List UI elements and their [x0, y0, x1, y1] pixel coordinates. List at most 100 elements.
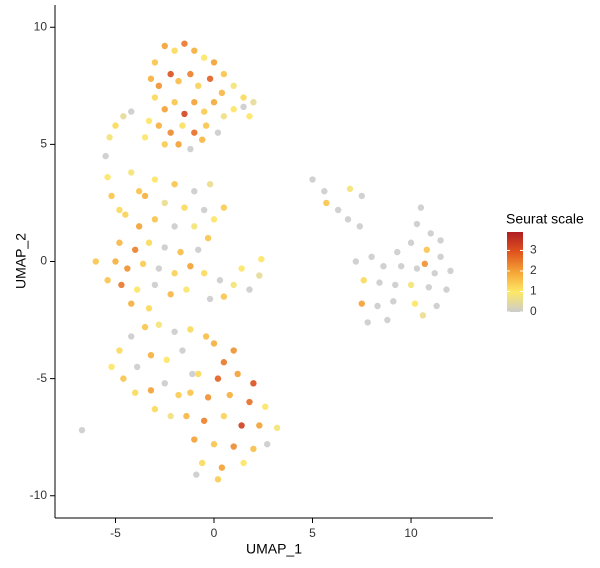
colorbar: [507, 232, 523, 312]
point: [309, 176, 316, 183]
point: [258, 255, 265, 263]
point: [116, 206, 123, 214]
point: [193, 471, 200, 478]
point: [104, 173, 111, 181]
point: [380, 262, 387, 270]
point: [179, 347, 186, 354]
point: [195, 82, 202, 90]
point: [407, 239, 415, 246]
point: [198, 136, 206, 143]
y-tick-label: 0: [40, 254, 47, 268]
point: [167, 412, 174, 420]
point: [131, 389, 139, 396]
point: [425, 284, 432, 291]
point: [220, 293, 228, 300]
point: [179, 122, 186, 129]
point: [246, 286, 253, 293]
point: [102, 152, 109, 160]
point: [210, 441, 218, 448]
point: [214, 476, 222, 483]
point: [250, 99, 257, 106]
point: [191, 47, 198, 54]
point: [120, 113, 127, 120]
point: [189, 370, 196, 378]
point: [106, 134, 113, 141]
point: [116, 239, 123, 246]
colorbar-tick-label: 1: [530, 284, 537, 298]
point: [147, 387, 155, 394]
point: [390, 298, 397, 305]
point: [139, 260, 147, 268]
point: [155, 265, 163, 272]
point: [431, 270, 438, 277]
point: [210, 99, 218, 106]
point: [220, 204, 228, 211]
point: [230, 82, 237, 90]
y-tick-label: -10: [30, 488, 48, 502]
point: [112, 122, 119, 129]
point: [407, 281, 415, 289]
point: [200, 108, 208, 115]
point: [374, 302, 381, 310]
point: [141, 134, 149, 141]
point: [226, 391, 233, 399]
point: [368, 253, 375, 261]
point: [116, 347, 123, 354]
point: [141, 192, 149, 200]
point: [151, 176, 159, 183]
point: [171, 328, 178, 335]
y-tick-label: 10: [34, 19, 48, 33]
point: [433, 302, 440, 310]
point: [141, 323, 149, 331]
point: [181, 40, 188, 47]
point: [447, 267, 454, 275]
point: [198, 459, 206, 467]
point: [161, 199, 168, 207]
point: [151, 405, 159, 413]
point: [218, 89, 226, 97]
point: [177, 248, 184, 256]
point: [437, 253, 444, 261]
point: [175, 141, 182, 148]
point: [135, 223, 143, 230]
point: [256, 422, 263, 429]
point: [200, 417, 208, 424]
x-tick-label: 0: [211, 526, 218, 540]
point: [171, 223, 178, 230]
y-tick-label: 5: [40, 137, 47, 151]
point: [120, 375, 127, 382]
point: [206, 180, 214, 188]
point: [437, 237, 444, 244]
point: [171, 180, 178, 188]
point: [264, 441, 271, 448]
point: [210, 216, 218, 223]
point: [122, 211, 129, 218]
point: [171, 99, 178, 106]
point: [376, 279, 383, 286]
point: [124, 265, 131, 272]
point: [195, 246, 202, 253]
point: [171, 47, 178, 54]
point: [191, 188, 198, 195]
point: [135, 188, 143, 195]
point: [151, 59, 159, 66]
point: [133, 363, 141, 371]
legend-title: Seurat scale: [506, 211, 584, 227]
point: [397, 262, 405, 270]
point: [147, 351, 155, 359]
point: [191, 436, 198, 443]
point: [218, 464, 226, 471]
point: [145, 117, 153, 125]
point: [108, 192, 115, 200]
point: [262, 403, 269, 410]
point: [187, 70, 194, 78]
point: [151, 94, 159, 101]
point: [167, 70, 174, 78]
point: [175, 391, 182, 399]
point: [200, 54, 208, 61]
point: [273, 424, 281, 432]
point: [240, 94, 247, 101]
point: [346, 185, 354, 193]
colorbar-tick-label: 3: [530, 243, 537, 257]
point: [421, 260, 429, 268]
